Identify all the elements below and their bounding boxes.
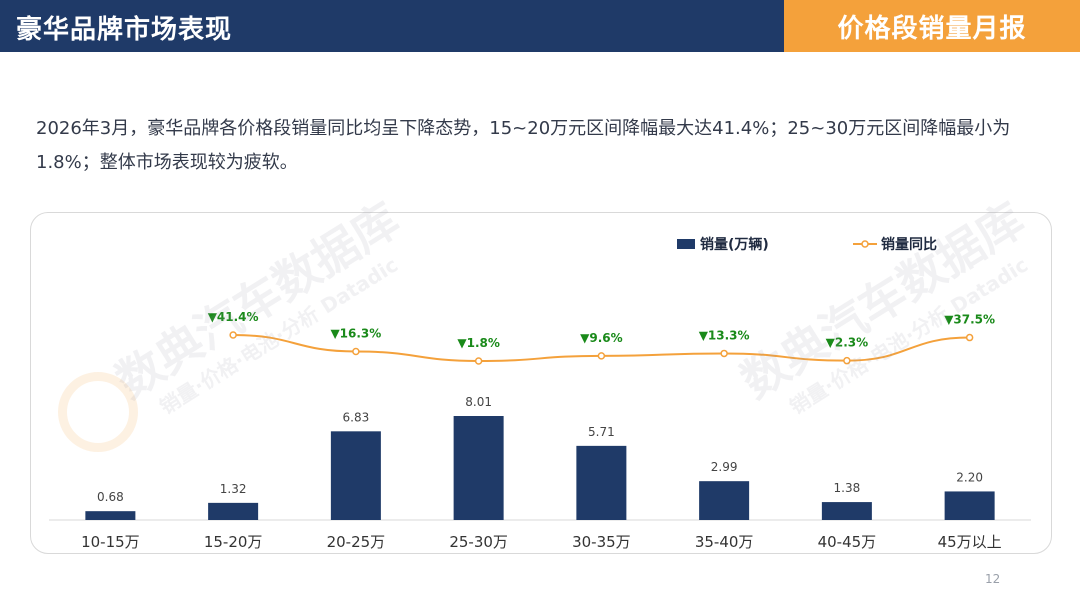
yoy-value-label: ▼1.8%: [457, 336, 500, 350]
yoy-value-label: ▼2.3%: [826, 336, 869, 350]
bar-sales: [699, 481, 750, 520]
bar-value-label: 1.32: [220, 482, 247, 496]
yoy-value-label: ▼9.6%: [580, 331, 623, 345]
yoy-point: [597, 352, 606, 360]
x-tick-label: 15-20万: [204, 533, 263, 551]
bar-sales: [208, 502, 259, 520]
x-tick-label: 45万以上: [938, 533, 1002, 551]
legend-line-marker: [861, 240, 869, 248]
yoy-point: [229, 331, 237, 339]
legend-label-yoy: 销量同比: [881, 236, 937, 253]
report-badge-label: 价格段销量月报: [837, 13, 1027, 44]
legend-bar-swatch: [677, 239, 695, 249]
yoy-point: [965, 333, 974, 342]
yoy-value-label: ▼37.5%: [944, 313, 995, 327]
bar-value-label: 1.38: [834, 481, 861, 495]
bar-value-label: 8.01: [465, 395, 492, 409]
yoy-value-label: ▼16.3%: [330, 326, 381, 340]
x-tick-label: 35-40万: [695, 533, 754, 551]
bar-sales: [576, 445, 627, 520]
x-tick-label: 40-45万: [818, 533, 877, 551]
yoy-point: [843, 356, 851, 365]
yoy-point: [474, 357, 483, 365]
yoy-value-label: ▼13.3%: [699, 328, 750, 342]
bar-sales: [944, 491, 995, 520]
bar-value-label: 6.83: [343, 410, 370, 424]
bar-value-label: 2.99: [711, 460, 738, 474]
page-number: 12: [985, 572, 1001, 586]
bar-sales: [453, 416, 504, 520]
chart-panel: 销量(万辆) 销量同比 0.68 10-15万 1.32 15-20万 6.83 20-25万…: [30, 212, 1052, 554]
x-tick-label: 25-30万: [449, 533, 508, 551]
sales-chart: 销量(万辆) 销量同比 0.68 10-15万 1.32 15-20万 6.83 20-25万…: [49, 236, 1031, 551]
bar-value-label: 2.20: [956, 470, 983, 484]
bar-sales: [821, 502, 872, 520]
x-tick-label: 20-25万: [327, 533, 386, 551]
yoy-value-label: ▼41.4%: [208, 310, 259, 324]
bar-sales: [330, 431, 381, 520]
bar-sales: [85, 511, 136, 520]
x-tick-label: 30-35万: [572, 533, 631, 551]
page-title: 豪华品牌市场表现: [16, 15, 233, 45]
legend-label-sales: 销量(万辆): [700, 236, 769, 253]
bar-value-label: 0.68: [97, 490, 124, 504]
yoy-point: [352, 347, 360, 356]
report-badge: 价格段销量月报: [784, 0, 1080, 52]
bar-value-label: 5.71: [588, 425, 615, 439]
x-tick-label: 10-15万: [81, 533, 140, 551]
yoy-point: [720, 349, 728, 358]
summary-text: 2026年3月，豪华品牌各价格段销量同比均呈下降态势，15~20万元区间降幅最大…: [36, 118, 1011, 173]
header-bar: 豪华品牌市场表现 价格段销量月报: [0, 0, 1080, 52]
